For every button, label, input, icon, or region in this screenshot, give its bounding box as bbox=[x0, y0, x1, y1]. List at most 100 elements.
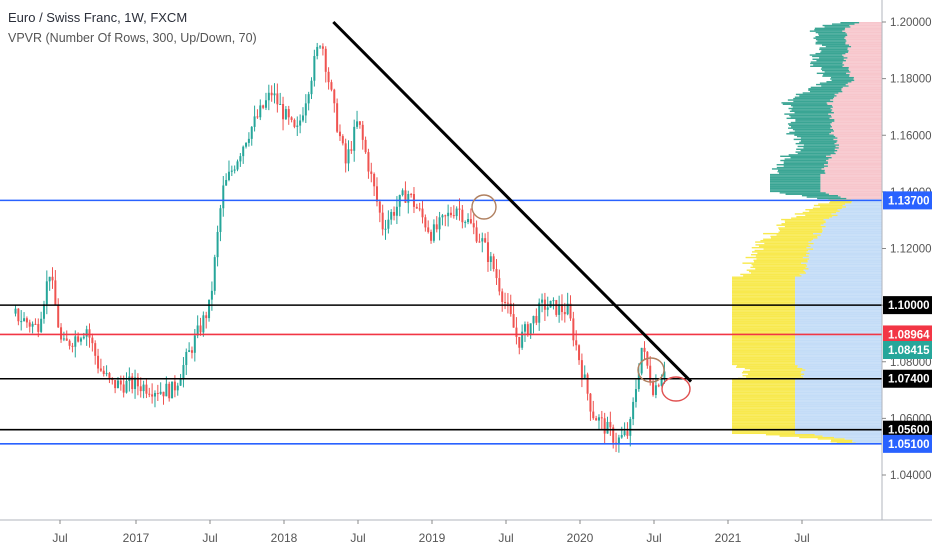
vp-up-row bbox=[821, 66, 849, 69]
vp-up-row bbox=[776, 234, 821, 236]
vp-up-row bbox=[819, 47, 848, 49]
vp-up-row bbox=[732, 346, 795, 349]
vp-up-row bbox=[793, 138, 834, 141]
vp-up-row bbox=[815, 43, 846, 45]
vp-down-row bbox=[842, 204, 882, 207]
vp-down-row bbox=[795, 310, 882, 312]
vp-down-row bbox=[795, 287, 882, 290]
vp-up-row bbox=[732, 426, 795, 429]
vp-down-row bbox=[830, 114, 882, 117]
candle-body bbox=[663, 371, 666, 378]
candle-body bbox=[455, 208, 458, 217]
vp-up-row bbox=[778, 172, 826, 174]
vp-up-row bbox=[789, 131, 832, 134]
price-tag-label: 1.07400 bbox=[888, 374, 930, 386]
candle-body bbox=[652, 382, 655, 395]
vp-up-row bbox=[746, 269, 804, 271]
vp-down-row bbox=[842, 65, 882, 67]
vp-down-row bbox=[833, 97, 882, 100]
vp-down-row bbox=[795, 387, 882, 390]
y-tick-label: 1.20000 bbox=[890, 17, 932, 29]
vp-down-row bbox=[842, 62, 882, 65]
vp-up-row bbox=[732, 294, 795, 297]
candle-body bbox=[432, 224, 435, 241]
vp-down-row bbox=[795, 349, 882, 352]
candle-body bbox=[586, 374, 589, 394]
candle-body bbox=[595, 418, 598, 421]
price-tag-bg bbox=[883, 341, 932, 360]
candle-body bbox=[506, 302, 509, 304]
candle-body bbox=[472, 223, 475, 228]
vp-down-row bbox=[801, 374, 882, 377]
candle-body bbox=[569, 303, 572, 319]
candle-body bbox=[77, 336, 80, 342]
vp-up-row bbox=[810, 62, 843, 65]
vp-down-row bbox=[841, 207, 882, 210]
vp-up-row bbox=[732, 345, 795, 347]
candle-body bbox=[361, 124, 364, 140]
vp-up-row bbox=[732, 396, 795, 398]
vp-down-row bbox=[825, 192, 882, 194]
vp-up-row bbox=[820, 51, 849, 53]
vp-up-row bbox=[808, 89, 842, 91]
vp-up-row bbox=[789, 124, 831, 127]
x-tick-label: Jul bbox=[350, 531, 365, 545]
vp-up-row bbox=[813, 37, 845, 39]
vp-down-row bbox=[831, 213, 882, 215]
candle-body bbox=[475, 227, 478, 242]
vp-up-row bbox=[732, 325, 795, 328]
vp-down-row bbox=[848, 51, 882, 53]
vp-up-row bbox=[831, 439, 853, 442]
vp-down-row bbox=[801, 262, 882, 264]
vp-down-row bbox=[842, 86, 882, 89]
vp-down-row bbox=[825, 172, 882, 174]
vp-down-row bbox=[845, 52, 882, 55]
vp-down-row bbox=[837, 209, 882, 211]
vp-down-row bbox=[834, 119, 882, 121]
vp-down-row bbox=[811, 239, 882, 242]
candle-body bbox=[603, 418, 606, 434]
price-tag-bg bbox=[883, 191, 932, 210]
candle-body bbox=[378, 201, 381, 213]
vp-down-row bbox=[835, 145, 882, 148]
candle-body bbox=[131, 376, 134, 390]
candle-body bbox=[219, 208, 222, 232]
candle-body bbox=[270, 92, 273, 96]
vp-down-row bbox=[820, 175, 882, 177]
vp-down-row bbox=[839, 144, 882, 146]
vp-down-row bbox=[795, 317, 882, 319]
vp-down-row bbox=[821, 168, 882, 170]
vp-up-row bbox=[732, 301, 795, 304]
candle-body bbox=[538, 302, 541, 323]
candle-body bbox=[660, 377, 663, 386]
vp-up-row bbox=[732, 313, 795, 315]
candle-body bbox=[145, 384, 148, 394]
vp-up-row bbox=[777, 169, 825, 172]
vp-up-row bbox=[800, 149, 838, 152]
vp-down-row bbox=[820, 189, 882, 191]
vp-down-row bbox=[837, 214, 882, 217]
vp-down-row bbox=[808, 244, 882, 246]
vp-up-row bbox=[763, 232, 814, 235]
vp-up-row bbox=[750, 272, 807, 274]
candle-body bbox=[521, 331, 524, 348]
vp-up-row bbox=[732, 349, 795, 352]
vp-up-row bbox=[732, 329, 795, 332]
vp-down-row bbox=[843, 55, 882, 58]
vp-down-row bbox=[809, 258, 882, 260]
candle-body bbox=[367, 152, 370, 172]
vp-up-row bbox=[760, 239, 812, 242]
vp-up-row bbox=[732, 307, 795, 309]
candle-body bbox=[119, 380, 122, 385]
candle-body bbox=[449, 212, 452, 216]
vp-down-row bbox=[805, 254, 882, 256]
vp-down-row bbox=[795, 398, 882, 401]
x-axis: Jul 2017 Jul 2018 Jul 2019 Jul 2020 Jul 2021 Jul bbox=[52, 520, 810, 545]
candle-body bbox=[558, 304, 561, 315]
vp-down-row bbox=[795, 418, 882, 420]
vp-down-row bbox=[845, 59, 882, 62]
candle-body bbox=[253, 116, 256, 127]
vp-down-row bbox=[850, 26, 882, 28]
vp-up-row bbox=[780, 159, 827, 162]
